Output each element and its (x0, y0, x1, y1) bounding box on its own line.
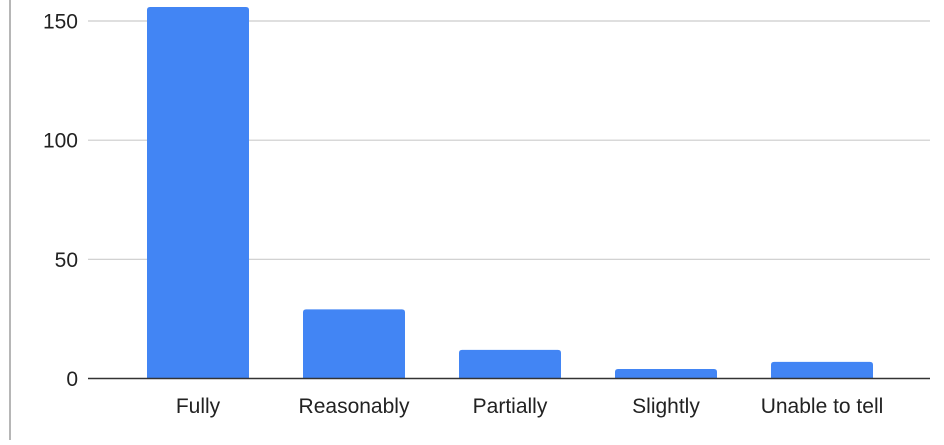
bar-fully (147, 7, 249, 379)
y-tick-label: 50 (55, 249, 78, 272)
bar-unable-to-tell (771, 361, 873, 379)
y-tick-label: 100 (43, 130, 78, 153)
bars (147, 7, 873, 379)
y-tick-label: 0 (66, 368, 78, 391)
x-tick-labels: Fully Reasonably Partially Slightly Unable t… (176, 395, 883, 418)
bar-reasonably (303, 309, 405, 379)
x-tick-label: Partially (473, 395, 548, 418)
x-tick-label: Unable to tell (761, 395, 884, 418)
x-tick-label: Fully (176, 395, 221, 418)
y-tick-label: 150 (43, 11, 78, 34)
x-tick-label: Slightly (632, 395, 700, 418)
x-tick-label: Reasonably (299, 395, 410, 418)
bar-partially (459, 349, 561, 379)
y-tick-labels: 0 50 100 150 (43, 11, 78, 392)
bar-slightly (615, 368, 717, 379)
